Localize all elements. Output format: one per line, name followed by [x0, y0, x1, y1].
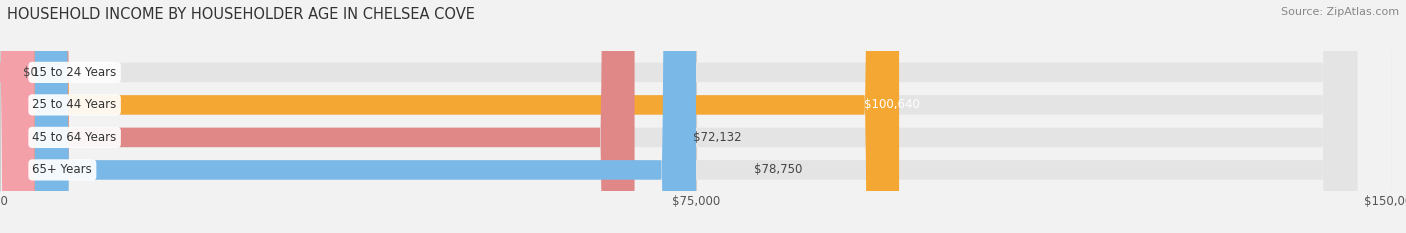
Text: $0: $0 — [22, 66, 38, 79]
Text: HOUSEHOLD INCOME BY HOUSEHOLDER AGE IN CHELSEA COVE: HOUSEHOLD INCOME BY HOUSEHOLDER AGE IN C… — [7, 7, 475, 22]
Text: $100,640: $100,640 — [865, 98, 920, 111]
FancyBboxPatch shape — [0, 0, 70, 233]
FancyBboxPatch shape — [35, 0, 1357, 233]
Text: 25 to 44 Years: 25 to 44 Years — [32, 98, 117, 111]
Text: $78,750: $78,750 — [754, 163, 803, 176]
FancyBboxPatch shape — [35, 0, 696, 233]
Text: Source: ZipAtlas.com: Source: ZipAtlas.com — [1281, 7, 1399, 17]
Text: $72,132: $72,132 — [693, 131, 741, 144]
FancyBboxPatch shape — [35, 0, 634, 233]
FancyBboxPatch shape — [35, 0, 1357, 233]
Text: 15 to 24 Years: 15 to 24 Years — [32, 66, 117, 79]
Text: 45 to 64 Years: 45 to 64 Years — [32, 131, 117, 144]
FancyBboxPatch shape — [35, 0, 898, 233]
Text: 65+ Years: 65+ Years — [32, 163, 93, 176]
FancyBboxPatch shape — [35, 0, 1357, 233]
FancyBboxPatch shape — [35, 0, 1357, 233]
